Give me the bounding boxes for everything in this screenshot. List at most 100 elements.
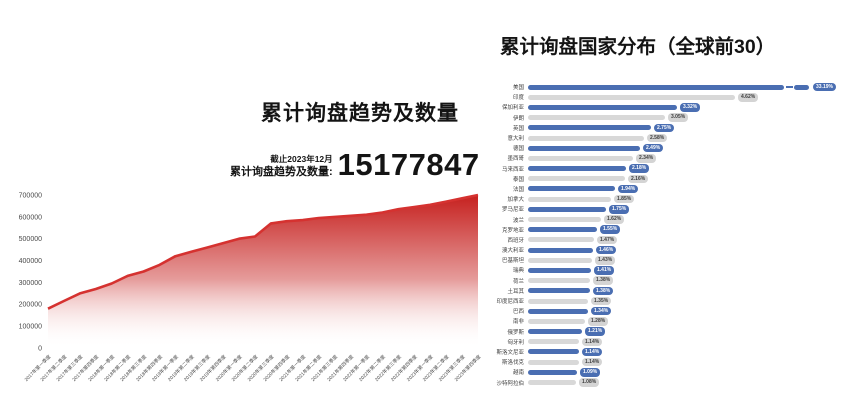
country-row: 波兰 1.62%: [488, 214, 850, 224]
country-row: 荷兰 1.38%: [488, 276, 850, 286]
country-label: 德国: [512, 146, 524, 153]
country-row: 罗马尼亚 1.75%: [488, 204, 850, 214]
country-row: 越南 1.09%: [488, 367, 850, 377]
y-axis-tick-label: 200000: [19, 302, 42, 309]
y-axis-tick-label: 600000: [19, 214, 42, 221]
country-label: 印度: [512, 95, 524, 102]
trend-annotation-labels: 截止2023年12月 累计询盘趋势及数量:: [230, 154, 333, 179]
country-row: 马来西亚 2.18%: [488, 164, 850, 174]
country-label: 法国: [512, 186, 524, 193]
country-bar: [528, 94, 735, 100]
total-inquiries-label: 累计询盘趋势及数量:: [230, 165, 333, 178]
country-label: 越南: [512, 370, 524, 377]
percentage-badge: 4.62%: [738, 93, 759, 102]
country-bar: [528, 186, 615, 192]
percentage-badge: 2.34%: [636, 154, 657, 163]
country-row: 土耳其 1.38%: [488, 286, 850, 296]
country-row: 瑞典 1.41%: [488, 265, 850, 275]
y-axis-tick-label: 400000: [19, 258, 42, 265]
axis-break-dash: [785, 86, 793, 88]
country-row: 美国 33.19%: [488, 82, 850, 92]
country-label: 保加利亚: [501, 105, 524, 112]
country-bar: [528, 308, 588, 314]
percentage-badge: 3.32%: [680, 103, 701, 112]
country-label: 印度尼西亚: [496, 299, 524, 306]
country-bar: [528, 135, 644, 141]
percentage-badge: 1.62%: [604, 215, 625, 224]
country-label: 加拿大: [507, 197, 524, 204]
country-bar: [528, 329, 582, 335]
country-row: 匈牙利 1.14%: [488, 337, 850, 347]
country-row: 巴基斯坦 1.43%: [488, 255, 850, 265]
country-label: 泰国: [512, 176, 524, 183]
country-label: 意大利: [507, 136, 524, 143]
country-bar: [528, 267, 591, 273]
country-label: 英国: [512, 125, 524, 132]
country-bar: [528, 176, 625, 182]
percentage-badge: 1.14%: [582, 347, 603, 357]
country-bar: [528, 380, 576, 386]
country-label: 荷兰: [512, 278, 524, 285]
country-bar: [528, 227, 597, 233]
percentage-badge: 1.41%: [594, 266, 615, 275]
percentage-badge: 1.47%: [597, 235, 618, 245]
country-label: 波兰: [512, 217, 524, 224]
y-axis-tick-label: 0: [38, 345, 42, 352]
percentage-badge: 33.19%: [813, 82, 836, 92]
y-axis-tick-label: 300000: [19, 280, 42, 287]
country-row: 保加利亚 3.32%: [488, 102, 850, 112]
percentage-badge: 1.21%: [585, 327, 606, 336]
country-label: 美国: [512, 85, 524, 92]
country-bar: [528, 125, 651, 131]
country-row: 俄罗斯 1.21%: [488, 327, 850, 337]
country-bar: [528, 247, 593, 253]
country-label: 南非: [512, 319, 524, 326]
country-row: 斯洛伐克 1.14%: [488, 357, 850, 367]
percentage-badge: 1.08%: [579, 378, 600, 387]
country-bar: [528, 278, 590, 284]
trend-annotation: 截止2023年12月 累计询盘趋势及数量: 15177847: [230, 149, 480, 180]
y-axis-tick-label: 100000: [19, 324, 42, 331]
percentage-badge: 1.38%: [593, 286, 614, 296]
percentage-badge: 2.75%: [654, 123, 675, 133]
country-bar: [528, 298, 588, 304]
country-label: 马来西亚: [501, 166, 524, 173]
country-row: 伊朗 3.05%: [488, 113, 850, 123]
area-chart: 0 100000 200000 300000 400000 500000 600000 700…: [19, 192, 483, 383]
country-bar: [528, 288, 590, 294]
percentage-badge: 1.35%: [591, 296, 612, 306]
country-label: 土耳其: [507, 288, 524, 295]
country-label: 巴西: [512, 309, 524, 316]
country-row: 德国 2.49%: [488, 143, 850, 153]
country-bar: [528, 206, 606, 212]
trend-line: [47, 193, 479, 310]
country-bar: [528, 196, 611, 202]
country-label: 克罗地亚: [501, 227, 524, 234]
country-row: 斯洛文尼亚 1.14%: [488, 347, 850, 357]
country-bar: [528, 349, 579, 355]
percentage-badge: 2.16%: [628, 174, 649, 184]
country-row: 巴西 1.34%: [488, 306, 850, 316]
country-bar: [528, 369, 577, 375]
country-label: 沙特阿拉伯: [496, 380, 524, 387]
country-chart-title: 累计询盘国家分布（全球前30）: [500, 36, 776, 58]
country-row: 意大利 2.58%: [488, 133, 850, 143]
x-axis-tick-label: 2023年第四季度: [453, 353, 483, 383]
country-label: 巴基斯坦: [501, 258, 524, 265]
country-bar-tail: [794, 84, 809, 90]
country-row: 加拿大 1.85%: [488, 194, 850, 204]
trend-chart-title: 累计询盘趋势及数量: [261, 102, 459, 125]
percentage-badge: 2.58%: [647, 133, 668, 143]
country-row: 法国 1.94%: [488, 184, 850, 194]
country-bar: [528, 104, 677, 110]
country-bars: 美国 33.19% 印度 4.62% 保加利亚 3.32% 伊朗 3.05% 英国 2.75% 意大…: [488, 82, 850, 388]
country-label: 瑞典: [512, 268, 524, 275]
country-bar: [528, 84, 784, 90]
percentage-badge: 2.18%: [629, 164, 650, 173]
percentage-badge: 2.49%: [643, 143, 664, 153]
country-bar: [528, 237, 594, 243]
percentage-badge: 3.05%: [668, 113, 689, 122]
country-bar: [528, 115, 665, 121]
country-bar: [528, 155, 633, 161]
country-row: 南非 1.28%: [488, 316, 850, 326]
